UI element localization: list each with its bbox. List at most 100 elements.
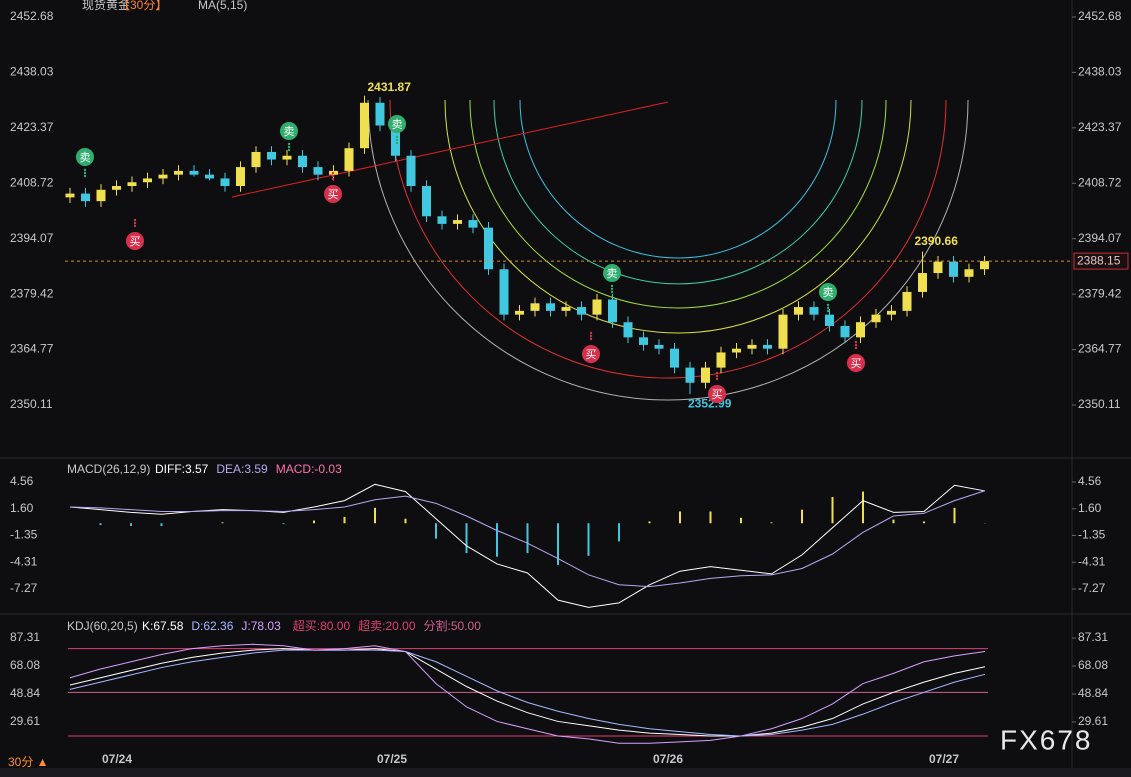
x-tick-label: 07/27 bbox=[929, 752, 959, 766]
candle-body bbox=[701, 367, 710, 383]
macd-bar bbox=[862, 491, 864, 524]
macd-bar bbox=[953, 507, 956, 524]
indicator-line bbox=[69, 490, 986, 588]
candle-body bbox=[298, 155, 307, 168]
candle-body bbox=[577, 307, 586, 315]
candle-body bbox=[112, 186, 121, 190]
candle-body bbox=[918, 273, 927, 292]
last-price-label: 2388.15 bbox=[1077, 253, 1121, 267]
signal-marker bbox=[76, 148, 94, 166]
y-tick-label: 68.08 bbox=[1078, 658, 1108, 672]
candle-body bbox=[96, 189, 106, 202]
y-tick-label: 2350.11 bbox=[10, 397, 53, 411]
macd-title: MACD(26,12,9) bbox=[67, 462, 150, 476]
signal-marker bbox=[819, 283, 837, 301]
chart-title: 现货黄金 bbox=[82, 0, 130, 12]
signal-arrow-dot bbox=[83, 171, 87, 175]
macd-bar bbox=[221, 522, 224, 524]
candle-body bbox=[391, 125, 400, 156]
x-tick-label: 07/24 bbox=[102, 752, 132, 766]
candle-body bbox=[856, 322, 865, 338]
y-tick-label: 1.60 bbox=[1078, 501, 1102, 515]
candle-body bbox=[964, 269, 974, 277]
legend-entry: J:78.03 bbox=[241, 619, 281, 633]
candle-body bbox=[453, 220, 462, 224]
macd-bar bbox=[801, 509, 803, 524]
signal-arrow-dot bbox=[589, 334, 593, 338]
y-tick-label: 1.60 bbox=[10, 501, 34, 515]
y-tick-label: 4.56 bbox=[1078, 474, 1102, 488]
candle-body bbox=[747, 344, 757, 349]
signal-marker bbox=[582, 345, 600, 363]
candle-body bbox=[158, 174, 168, 179]
price-annotation: 2390.66 bbox=[915, 234, 959, 248]
candle-body bbox=[174, 170, 183, 175]
signal-arrow-dot bbox=[610, 284, 614, 288]
signal-arrow-dot bbox=[83, 168, 87, 172]
candle-body bbox=[825, 314, 834, 326]
candle-body bbox=[499, 269, 509, 315]
signal-arrow-dot bbox=[715, 374, 719, 378]
signal-arrow-dot bbox=[395, 141, 399, 145]
candle-body bbox=[546, 303, 555, 311]
candle-body bbox=[623, 322, 633, 338]
legend-entry: DEA:3.59 bbox=[216, 462, 268, 476]
signal-arrow-dot bbox=[331, 174, 335, 178]
signal-marker bbox=[324, 185, 342, 203]
signal-arrow-dot bbox=[610, 290, 614, 294]
x-tick-label: 07/25 bbox=[377, 752, 407, 766]
candle-body bbox=[189, 170, 199, 175]
candle-body bbox=[484, 227, 493, 270]
y-tick-label: 2452.68 bbox=[1078, 9, 1122, 23]
macd-bar bbox=[709, 511, 712, 524]
kdj-title: KDJ(60,20,5) bbox=[67, 619, 138, 633]
y-tick-label: -7.27 bbox=[10, 581, 38, 595]
candle-body bbox=[65, 193, 75, 198]
legend-entry: K:67.58 bbox=[142, 619, 184, 633]
candle-body bbox=[422, 186, 431, 217]
signal-marker bbox=[708, 385, 726, 403]
signal-marker bbox=[280, 122, 298, 140]
arc bbox=[469, 99, 887, 309]
signal-arrow-dot bbox=[854, 343, 858, 347]
candle-body bbox=[732, 348, 741, 353]
legend-entry: D:62.36 bbox=[191, 619, 233, 633]
signal-label: 买 bbox=[130, 235, 141, 248]
signal-arrow-dot bbox=[287, 145, 291, 149]
macd-bar bbox=[374, 507, 376, 524]
signal-arrow-dot bbox=[854, 346, 858, 350]
candle-body bbox=[592, 299, 602, 315]
legend-entry: DIFF:3.57 bbox=[155, 462, 209, 476]
candle-body bbox=[127, 182, 137, 187]
period-button[interactable]: 30分 ▲ bbox=[8, 755, 49, 769]
macd-bar bbox=[526, 523, 529, 554]
candle-body bbox=[670, 348, 679, 368]
signal-arrow-dot bbox=[826, 303, 830, 307]
candle-body bbox=[871, 314, 881, 323]
signal-arrow-dot bbox=[395, 135, 399, 139]
candle-body bbox=[360, 102, 369, 149]
signal-arrow-dot bbox=[331, 177, 335, 181]
y-tick-label: 2423.37 bbox=[10, 120, 54, 134]
candle-body bbox=[251, 151, 261, 168]
y-tick-label: 2423.37 bbox=[1078, 120, 1122, 134]
x-tick-label: 07/26 bbox=[653, 752, 683, 766]
macd-bar bbox=[679, 511, 681, 524]
candle-body bbox=[344, 148, 354, 171]
arc bbox=[519, 99, 837, 259]
y-tick-label: 68.08 bbox=[10, 658, 40, 672]
level-label: 超买:80.00 bbox=[293, 618, 351, 633]
signal-label: 卖 bbox=[284, 125, 295, 138]
candle-body bbox=[220, 178, 230, 187]
y-tick-label: 2408.72 bbox=[10, 175, 54, 189]
y-tick-label: -1.35 bbox=[10, 528, 38, 542]
y-tick-label: 29.61 bbox=[1078, 714, 1108, 728]
candle-body bbox=[530, 303, 540, 311]
candle-body bbox=[267, 151, 276, 160]
signal-marker bbox=[388, 115, 406, 133]
signal-arrow-dot bbox=[826, 306, 830, 310]
candle-body bbox=[143, 178, 152, 183]
y-tick-label: 4.56 bbox=[10, 474, 34, 488]
